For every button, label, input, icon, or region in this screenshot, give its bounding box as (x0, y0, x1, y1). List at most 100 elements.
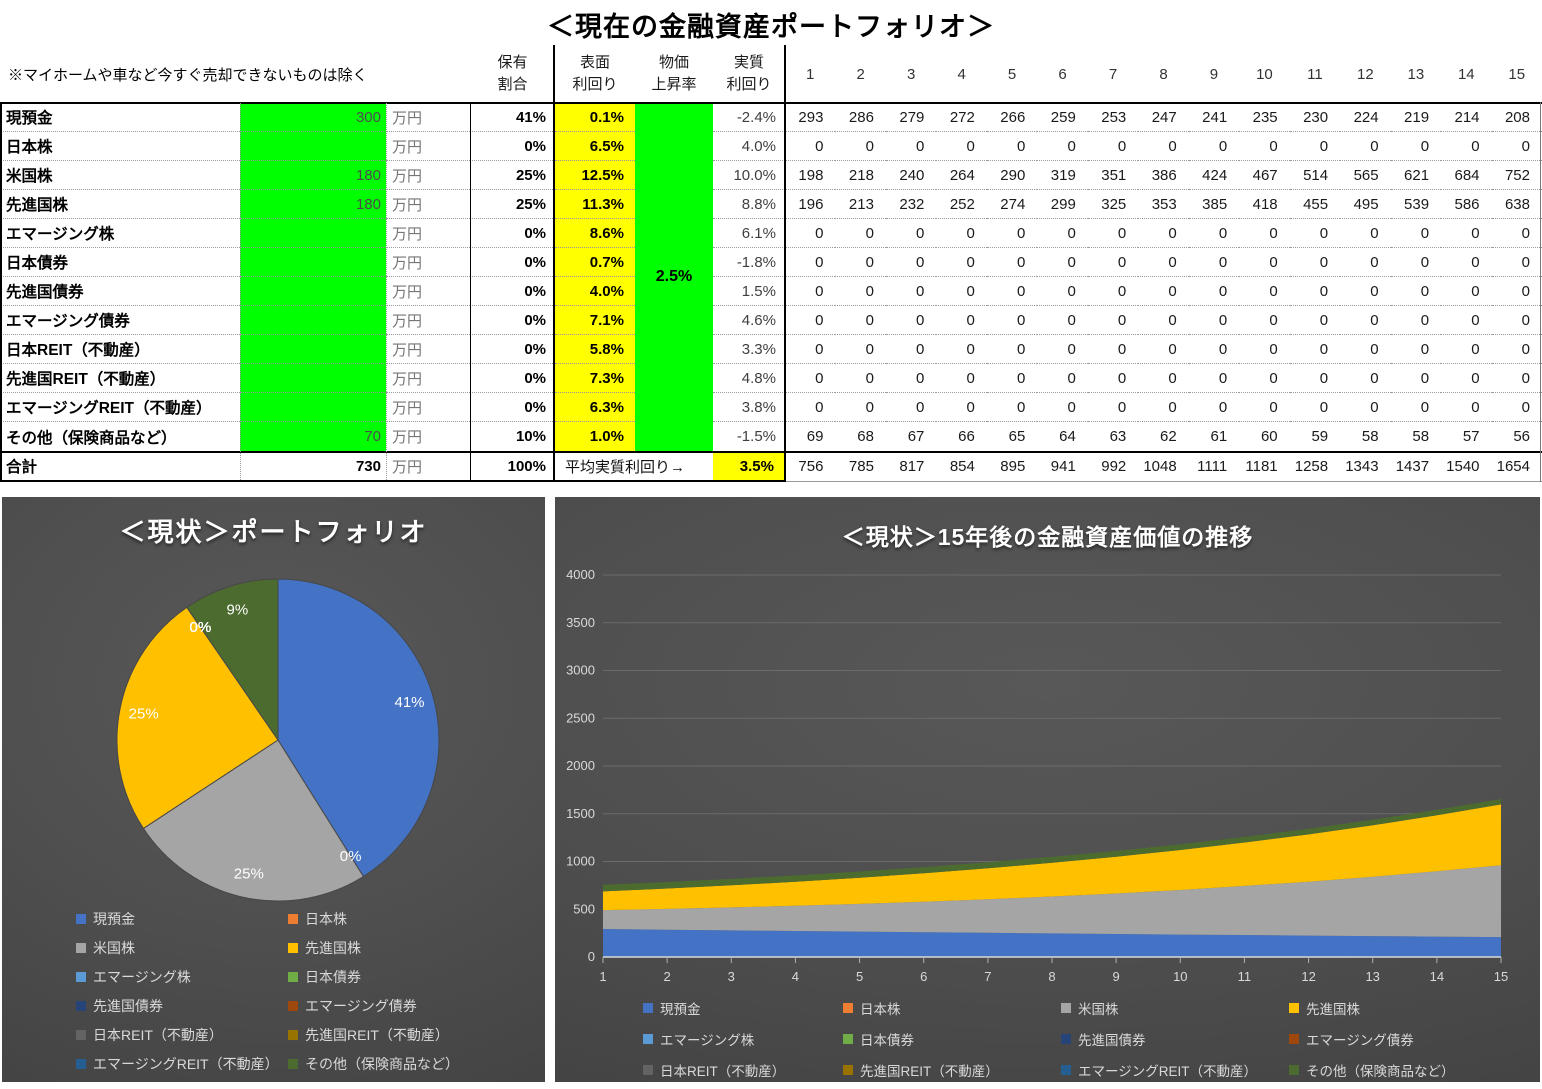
nominal-yield-cell[interactable]: 12.5% (555, 161, 635, 190)
year-value-cell: 56 (1513, 428, 1530, 445)
year-value-cell: 0 (1441, 335, 1492, 364)
year-value-cell: 213 (835, 190, 886, 219)
year-value-cell: 586 (1441, 190, 1492, 219)
legend-marker (76, 1001, 86, 1011)
asset-name: 現預金 (0, 103, 240, 132)
legend-marker (76, 914, 86, 924)
nominal-yield-cell[interactable]: 4.0% (555, 277, 635, 306)
year-value-cell: 0 (785, 364, 836, 393)
unit-label: 万円 (386, 364, 470, 393)
amount-input-cell[interactable]: 180 (240, 161, 386, 190)
amount-input-cell[interactable] (240, 219, 386, 248)
amount-input-cell[interactable] (240, 364, 386, 393)
area-series (603, 799, 1501, 892)
amount-input-cell[interactable]: 70 (240, 422, 386, 451)
y-axis-label: 500 (573, 901, 595, 916)
total-year-value: 1048 (1143, 457, 1177, 475)
amount-input-cell[interactable] (240, 393, 386, 422)
holding-ratio-cell: 0% (470, 219, 555, 248)
pie-slice (277, 578, 440, 878)
nominal-yield-cell[interactable]: 7.3% (555, 364, 635, 393)
year-value-cell: 495 (1340, 190, 1391, 219)
nominal-yield-cell[interactable]: 1.0% (555, 422, 635, 451)
legend-label: 日本REIT（不動産） (660, 1064, 786, 1079)
year-value-cell: 196 (785, 190, 836, 219)
total-label: 合計 (6, 459, 38, 476)
year-value-cell: 351 (1087, 161, 1139, 190)
year-header: 11 (1307, 65, 1323, 83)
year-value-cell: 240 (885, 161, 937, 190)
year-header: 9 (1209, 65, 1219, 83)
year-value-cell: 455 (1289, 190, 1341, 219)
pie-label: 0% (190, 619, 212, 636)
amount-input-cell[interactable]: 180 (240, 190, 386, 219)
y-axis-label: 3500 (566, 615, 595, 630)
page-title: ＜現在の金融資産ポートフォリオ＞ (547, 12, 995, 42)
unit-label: 万円 (386, 103, 470, 132)
year-header: 1 (806, 65, 815, 83)
table-border (1540, 102, 1541, 482)
holding-ratio-cell: 0% (470, 393, 555, 422)
unit-label: 万円 (386, 219, 470, 248)
year-value-cell: 0 (835, 132, 886, 161)
year-value-cell: 0 (785, 248, 836, 277)
nominal-yield-cell[interactable]: 11.3% (555, 190, 635, 219)
year-value-cell: 0 (986, 306, 1038, 335)
asset-name: その他（保険商品など） (6, 429, 177, 447)
pie-label: 9% (227, 601, 249, 618)
y-axis-label: 1000 (566, 854, 595, 869)
nominal-yield-cell[interactable]: 6.5% (555, 132, 635, 161)
amount-input-cell[interactable] (240, 335, 386, 364)
year-value-cell: 0 (936, 219, 987, 248)
holding-ratio-cell: 25% (470, 161, 555, 190)
amount-input-cell[interactable]: 300 (240, 103, 386, 132)
nominal-yield-cell[interactable]: 0.7% (555, 248, 635, 277)
amount-input-cell[interactable] (240, 248, 386, 277)
x-axis-label: 15 (1494, 969, 1508, 984)
col-header-holding-ratio: 保有 割合 (497, 53, 528, 94)
year-value-cell: 0 (986, 277, 1038, 306)
year-value-cell: 65 (1008, 428, 1026, 445)
year-value-cell: 0 (1037, 248, 1088, 277)
amount-input-cell[interactable] (240, 132, 386, 161)
unit-label: 万円 (386, 248, 470, 277)
amount-input-cell[interactable] (240, 277, 386, 306)
year-value-cell: 290 (986, 161, 1038, 190)
table-border (553, 45, 555, 482)
year-value-cell: 0 (1340, 219, 1391, 248)
asset-name: 日本REIT（不動産） (0, 335, 240, 364)
year-value-cell: 752 (1491, 161, 1542, 190)
x-axis-label: 10 (1173, 969, 1187, 984)
year-value-cell: 0 (1188, 306, 1240, 335)
x-axis-label: 4 (792, 969, 799, 984)
legend-marker (288, 914, 298, 924)
nominal-yield-cell[interactable]: 6.3% (555, 393, 635, 422)
nominal-yield-cell[interactable]: 0.1% (555, 103, 635, 132)
year-header: 12 (1357, 65, 1374, 83)
x-axis-label: 1 (599, 969, 606, 984)
nominal-yield-cell[interactable]: 8.6% (555, 219, 635, 248)
x-axis-label: 7 (984, 969, 991, 984)
real-yield-cell: 3.3% (713, 335, 785, 364)
year-header: 3 (906, 65, 916, 83)
year-value-cell: 0 (1239, 277, 1290, 306)
legend-label: 先進国REIT（不動産） (305, 1027, 449, 1043)
year-value-cell: 214 (1441, 103, 1492, 132)
year-value-cell: 0 (1087, 393, 1139, 422)
nominal-yield-cell[interactable]: 7.1% (555, 306, 635, 335)
year-value-cell: 0 (1289, 248, 1341, 277)
year-value-cell: 0 (936, 132, 987, 161)
year-value-cell: 0 (1239, 219, 1290, 248)
y-axis-label: 4000 (566, 567, 595, 582)
year-value-cell: 0 (785, 335, 836, 364)
unit-label: 万円 (386, 277, 470, 306)
year-value-cell: 0 (1289, 219, 1341, 248)
amount-input-cell[interactable] (240, 306, 386, 335)
nominal-yield-cell[interactable]: 5.8% (555, 335, 635, 364)
year-value-cell: 0 (1188, 335, 1240, 364)
year-value-cell: 69 (806, 428, 824, 445)
inflation-rate-cell[interactable]: 2.5% (635, 103, 713, 451)
year-value-cell: 253 (1087, 103, 1139, 132)
asset-name: 日本債券 (0, 248, 240, 277)
legend-item: エマージング株 (76, 967, 288, 987)
